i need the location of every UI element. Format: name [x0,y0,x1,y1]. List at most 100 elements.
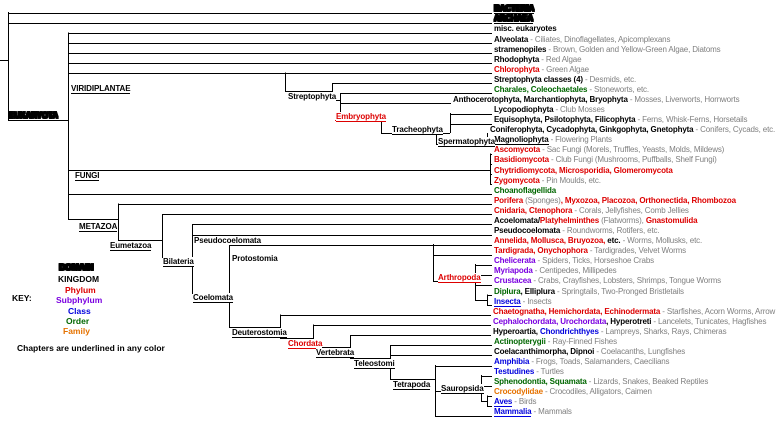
taxon-name: Magnoliophyta [494,135,549,146]
legend-note: Chapters are underlined in any color [17,343,165,353]
taxon-name: Choanoflagellida [494,185,557,195]
legend-rank-phylum: Phylum [65,284,96,295]
taxon-label: Streptophyta classes (4) - Desmids, etc. [494,75,636,84]
taxon-name: Gnastomulida [643,215,698,225]
taxon-description: - Brown, Golden and Yellow-Green Algae, … [546,44,721,54]
taxon-description: - Mammals [531,407,572,417]
taxon-description: - Coelacanths, Lungfishes [594,346,686,356]
taxon-description: - Lancelets, Tunicates, Hagfishes [651,316,767,326]
taxon-description: - Crabs, Crayfishes, Lobsters, Shrimps, … [531,276,721,286]
taxon-label: Lycopodiophyta - Club Mosses [494,105,605,114]
taxon-name: Cephalochordata, Urochordata [493,316,607,326]
taxon-label: BACTERIA [494,4,534,15]
taxon-name: Actinopterygii [494,336,546,346]
clade-label: Teleostomi [354,358,395,369]
clade-label: FUNGI [75,170,100,181]
taxon-name: Chelicerata [494,256,536,266]
taxon-label: ARCHAEA [494,14,533,25]
taxon-label: Magnoliophyta - Flowering Plants [494,135,612,146]
taxon-label: Chytridiomycota, Microsporidia, Glomerom… [494,166,673,175]
taxon-description: - Turtles [534,367,564,377]
taxon-label: Actinopterygii - Ray-Finned Fishes [494,337,617,346]
taxon-name: Acoelomata/ [494,215,540,225]
legend-rank-order: Order [66,315,90,326]
taxon-name: Sphenodontia, Squamata [494,377,587,387]
taxon-description: - Pin Moulds, etc. [539,175,601,185]
taxon-description: - Birds [512,397,537,407]
taxon-label: Coelacanthimorpha, Dipnoi - Coelacanths,… [494,347,685,356]
legend-rank-subphylum: Subphylum [56,295,103,305]
taxon-label: Cephalochordata, Urochordata, Hyperotret… [493,317,766,326]
taxon-label: Sphenodontia, Squamata - Lizards, Snakes… [494,377,708,386]
taxon-name: Aves [494,397,513,408]
taxon-label: Acoelomata/Platyhelminthes (Flatworms), … [494,215,698,225]
clade-label: Embryophyta [336,111,387,122]
taxon-name: Diplura [494,286,521,296]
taxon-description: - Roundworms, Rotifers, etc. [560,226,660,235]
taxon-name: ARCHAEA [494,14,533,25]
taxon-description: - Frogs, Toads, Salamanders, Caecilians [529,357,670,366]
taxon-label: Myriapoda - Centipedes, Millipedes [494,266,617,275]
clade-label: Vertebrata [316,348,355,358]
taxon-label: misc. eukaryotes [494,24,557,33]
taxon-name: Zygomycota [494,175,540,185]
taxon-name: Cnidaria, Ctenophora [494,205,573,215]
taxon-name: Annelida, Mollusca, Bruyozoa, [494,236,606,246]
taxon-description: - Club Mosses [553,105,605,114]
clade-label: Tetrapoda [393,380,431,390]
taxon-label: Crocodylidae - Crocodiles, Alligators, C… [494,387,652,396]
clade-label: Bilateria [163,257,194,267]
taxon-description: - Starfishes, Acorn Worms, Arrow Worms [662,306,777,316]
taxon-description: - Flowering Plants [548,135,612,145]
clade-label: Pseudocoelomata [194,236,261,245]
taxon-description: - Mosses, Liverworts, Hornworts [627,94,740,104]
clade-label: Deuterostomia [232,327,287,338]
taxon-description: - Crocodiles, Alligators, Caimen [542,387,652,397]
taxon-name: Alveolata [494,34,529,44]
taxon-name: etc. [605,236,621,246]
taxon-name: Tardigrada, Onychophora [494,246,588,256]
taxon-name: Testudines [494,367,535,377]
taxon-label: Basidiomycota - Club Fungi (Mushrooms, P… [494,155,717,164]
taxon-name: Platyhelminthes [539,215,600,225]
taxon-name: , Myxozoa, Placozoa, Orthonectida, Rhomb… [560,195,736,205]
legend-title: KEY: [12,293,32,303]
taxon-description: - Lampreys, Sharks, Rays, Chimeras [598,326,727,336]
taxon-name: stramenopiles [494,44,547,54]
taxon-name: Insecta [494,296,521,307]
taxon-description: (Sponges) [523,195,561,205]
taxon-description: - Stoneworts, etc. [587,84,649,94]
clade-label: Protostomia [232,254,278,263]
taxon-description: - Green Algae [539,64,590,74]
taxon-label: Zygomycota - Pin Moulds, etc. [494,176,601,185]
taxon-name: Basidiomycota [494,155,549,165]
taxon-label: Annelida, Mollusca, Bruyozoa, etc. - Wor… [494,236,702,245]
taxon-description: - Desmids, etc. [582,74,637,84]
taxon-name: Pseudocoelomata [494,226,561,235]
taxon-description: - Corals, Jellyfishes, Comb Jellies [572,205,689,215]
taxon-label: Equisophyta, Psilotophyta, Filicophyta -… [494,115,748,124]
taxon-label: Porifera (Sponges), Myxozoa, Placozoa, O… [494,196,736,205]
taxon-description: - Conifers, Cycads, etc. [693,125,776,135]
taxon-label: Hyperoartia, Chondrichthyes - Lampreys, … [493,326,727,336]
clade-label: Chordata [288,338,323,349]
taxon-description: - Ciliates, Dinoflagellates, Apicomplexa… [528,34,671,44]
taxon-label: Crustacea - Crabs, Crayfishes, Lobsters,… [494,276,721,285]
taxon-label: Chelicerata - Spiders, Ticks, Horseshoe … [494,256,654,265]
legend-rank-kingdom: KINGDOM [58,274,100,284]
taxon-description: - Centipedes, Millipedes [532,266,617,276]
taxon-label: Charales, Coleochaetales - Stoneworts, e… [494,85,649,94]
taxon-name: Coelacanthimorpha, Dipnoi [494,346,595,356]
taxon-label: Testudines - Turtles [494,367,564,376]
clade-label: Tracheophyta [392,124,443,135]
clade-label: Streptophyta [288,91,337,101]
clade-label: Eumetazoa [110,240,152,251]
taxon-description: - Worms, Mollusks, etc. [620,236,703,246]
taxon-name: Chondrichthyes [539,326,599,336]
clade-label: Arthropoda [438,272,481,283]
taxon-name: Rhodophyta [494,54,540,64]
taxon-name: Anthocerotophyta, Marchantiophyta, Bryop… [453,94,628,104]
taxon-name: Myriapoda [494,266,533,276]
taxon-name: Porifera [494,195,524,205]
